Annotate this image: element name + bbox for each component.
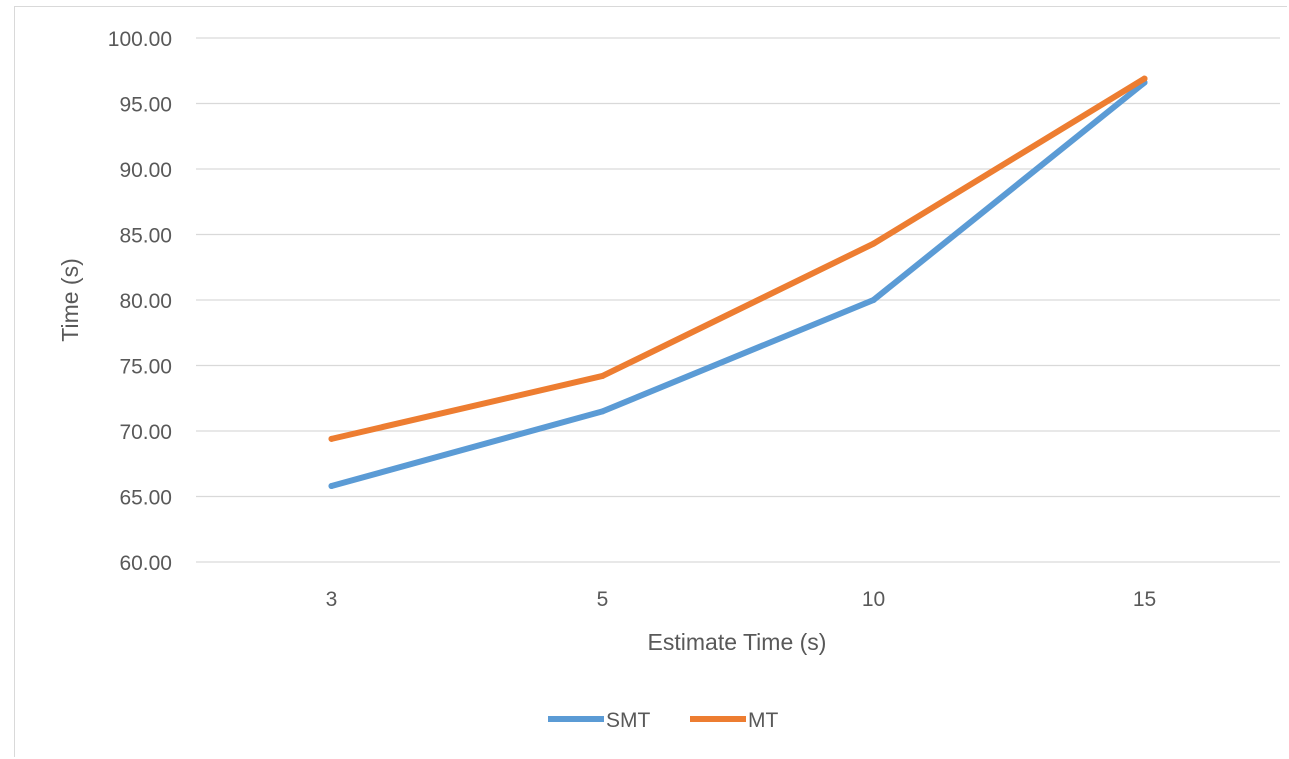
data-point-smt (328, 483, 335, 490)
y-tick-label: 95.00 (119, 94, 172, 117)
x-tick-labels: 3 5 10 15 (326, 588, 1157, 611)
x-tick-label: 15 (1133, 588, 1156, 611)
y-tick-label: 85.00 (119, 225, 172, 248)
chart-frame (14, 6, 1287, 757)
legend-label-smt: SMT (606, 709, 651, 732)
series-line-mt (328, 75, 1148, 442)
data-point-mt (599, 372, 606, 379)
series-lines (328, 75, 1148, 490)
x-tick-label: 3 (326, 588, 338, 611)
y-tick-label: 80.00 (119, 290, 172, 313)
data-point-mt (328, 435, 335, 442)
gridlines (196, 37, 1280, 563)
data-point-smt (599, 408, 606, 415)
legend: SMT MT (548, 709, 778, 732)
y-tick-label: 100.00 (108, 28, 172, 51)
y-tick-label: 90.00 (119, 159, 172, 182)
data-point-mt (1141, 75, 1148, 82)
x-tick-label: 10 (862, 588, 885, 611)
x-axis-title: Estimate Time (s) (648, 629, 827, 655)
y-axis-title: Time (s) (57, 258, 83, 341)
x-tick-label: 5 (597, 588, 609, 611)
series-line-smt (328, 79, 1148, 490)
y-tick-label: 60.00 (119, 552, 172, 575)
y-tick-label: 75.00 (119, 356, 172, 379)
y-tick-label: 70.00 (119, 421, 172, 444)
y-tick-labels: 60.00 65.00 70.00 75.00 80.00 85.00 90.00 95.00… (108, 28, 172, 575)
legend-label-mt: MT (748, 709, 778, 732)
data-point-smt (870, 297, 877, 303)
y-tick-label: 65.00 (119, 487, 172, 510)
data-point-mt (870, 240, 877, 247)
